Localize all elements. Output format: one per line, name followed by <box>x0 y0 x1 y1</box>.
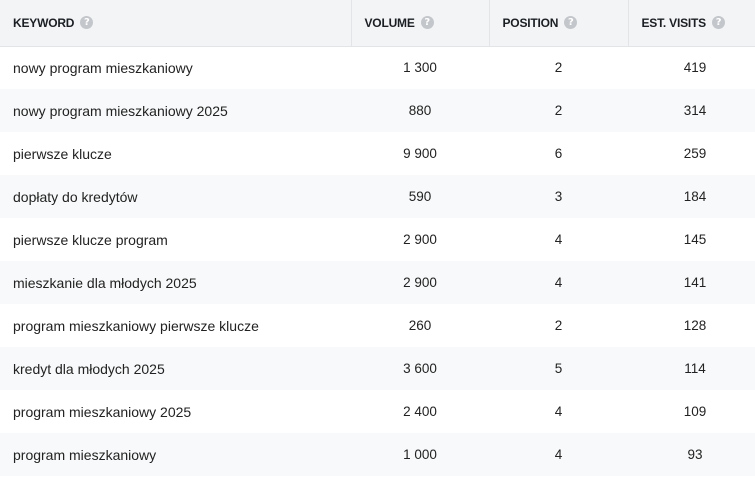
column-header-visits[interactable]: EST. VISITS ? <box>628 0 755 47</box>
volume-cell: 3 600 <box>403 361 437 376</box>
table-header: KEYWORD ? VOLUME ? POSITION ? EST. VISIT… <box>0 0 755 47</box>
position-cell: 5 <box>554 361 563 376</box>
table-row[interactable]: nowy program mieszkaniowy 2025 880 2 314 <box>0 89 755 132</box>
visits-cell: 93 <box>687 447 703 462</box>
visits-cell: 419 <box>683 60 707 76</box>
table-row[interactable]: dopłaty do kredytów 590 3 184 <box>0 175 755 218</box>
position-cell: 2 <box>554 60 563 76</box>
volume-cell: 2 900 <box>403 275 437 290</box>
volume-cell: 880 <box>408 103 432 118</box>
volume-cell: 1 000 <box>403 447 437 462</box>
volume-cell: 260 <box>408 318 432 333</box>
position-cell: 2 <box>554 318 563 333</box>
volume-cell: 590 <box>408 189 432 204</box>
position-cell: 4 <box>554 404 563 419</box>
visits-cell: 145 <box>683 232 707 247</box>
header-row: KEYWORD ? VOLUME ? POSITION ? EST. VISIT… <box>0 0 755 47</box>
keyword-cell[interactable]: program mieszkaniowy <box>13 446 157 463</box>
help-icon[interactable]: ? <box>80 16 94 30</box>
table-row[interactable]: program mieszkaniowy 2025 2 400 4 109 <box>0 390 755 433</box>
table-row[interactable]: program mieszkaniowy 1 000 4 93 <box>0 433 755 476</box>
visits-cell: 314 <box>683 103 707 118</box>
help-icon[interactable]: ? <box>420 16 434 30</box>
table-row[interactable]: program mieszkaniowy pierwsze klucze 260… <box>0 304 755 347</box>
volume-cell: 2 900 <box>403 232 437 247</box>
table-row[interactable]: pierwsze klucze program 2 900 4 145 <box>0 218 755 261</box>
column-header-keyword-wrap: KEYWORD ? <box>13 15 94 30</box>
keyword-cell[interactable]: nowy program mieszkaniowy 2025 <box>13 102 228 119</box>
position-cell: 4 <box>554 275 563 290</box>
table-row[interactable]: nowy program mieszkaniowy 1 300 2 419 <box>0 46 755 89</box>
volume-cell: 9 900 <box>403 146 437 161</box>
help-icon[interactable]: ? <box>564 16 578 30</box>
table-row[interactable]: pierwsze klucze 9 900 6 259 <box>0 132 755 175</box>
keyword-cell[interactable]: pierwsze klucze <box>13 145 112 162</box>
column-header-volume-label: VOLUME <box>364 15 415 30</box>
column-header-position-wrap: POSITION ? <box>503 16 578 30</box>
column-header-volume-wrap: VOLUME ? <box>365 16 434 30</box>
keyword-cell[interactable]: kredyt dla młodych 2025 <box>13 360 165 377</box>
keyword-cell[interactable]: nowy program mieszkaniowy <box>13 59 193 76</box>
column-header-position[interactable]: POSITION ? <box>489 0 629 47</box>
help-icon[interactable]: ? <box>712 16 725 30</box>
volume-cell: 1 300 <box>403 60 437 76</box>
keyword-cell[interactable]: mieszkanie dla młodych 2025 <box>13 274 197 291</box>
keyword-cell[interactable]: dopłaty do kredytów <box>13 188 138 205</box>
table-body: nowy program mieszkaniowy 1 300 2 419 no… <box>0 46 755 476</box>
keyword-cell[interactable]: program mieszkaniowy 2025 <box>13 403 192 420</box>
visits-cell: 184 <box>683 189 707 204</box>
visits-cell: 128 <box>683 318 707 333</box>
visits-cell: 109 <box>683 404 707 419</box>
column-header-keyword[interactable]: KEYWORD ? <box>0 0 352 47</box>
visits-cell: 114 <box>684 361 706 376</box>
column-header-volume[interactable]: VOLUME ? <box>351 0 490 47</box>
keyword-cell[interactable]: program mieszkaniowy pierwsze klucze <box>13 317 259 334</box>
table-row[interactable]: kredyt dla młodych 2025 3 600 5 114 <box>0 347 755 390</box>
position-cell: 4 <box>554 447 563 462</box>
table-row[interactable]: mieszkanie dla młodych 2025 2 900 4 141 <box>0 261 755 304</box>
column-header-visits-wrap: EST. VISITS ? <box>641 15 725 30</box>
column-header-keyword-label: KEYWORD <box>13 15 75 30</box>
position-cell: 4 <box>554 232 563 247</box>
position-cell: 6 <box>554 146 563 161</box>
visits-cell: 141 <box>683 275 707 290</box>
visits-cell: 259 <box>683 146 707 161</box>
position-cell: 2 <box>554 103 563 118</box>
keyword-cell[interactable]: pierwsze klucze program <box>13 231 168 248</box>
column-header-visits-label: EST. VISITS <box>641 15 707 30</box>
column-header-position-label: POSITION <box>502 15 559 30</box>
volume-cell: 2 400 <box>403 404 437 419</box>
position-cell: 3 <box>554 189 563 204</box>
